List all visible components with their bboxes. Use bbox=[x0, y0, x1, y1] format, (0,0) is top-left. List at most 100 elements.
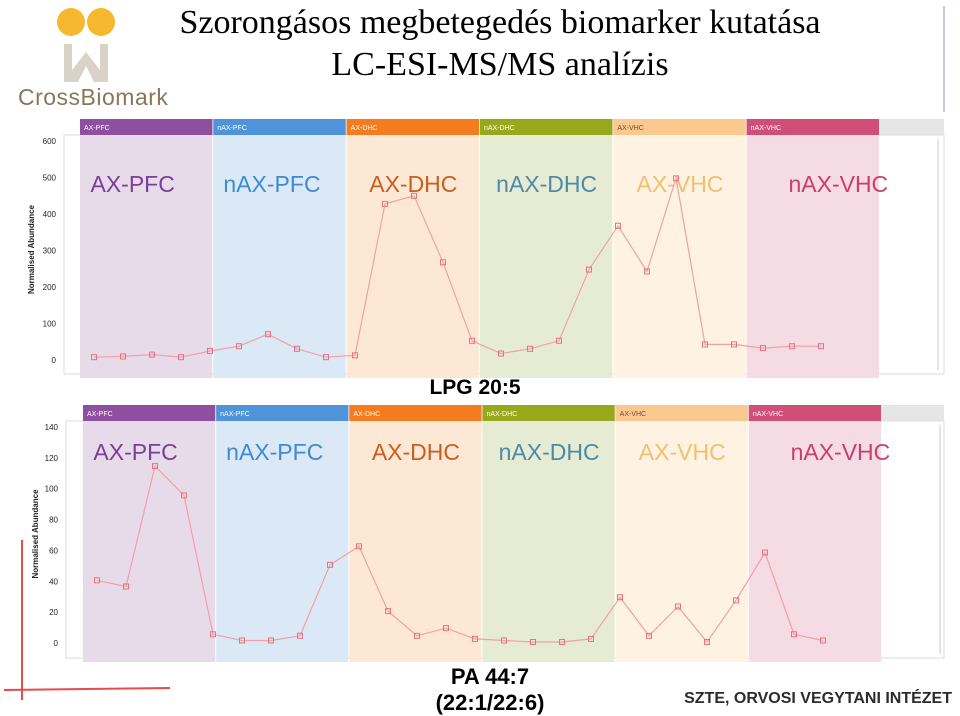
chart2-y-tick-label: 140 bbox=[45, 423, 59, 432]
title-line-2: LC-ESI-MS/MS analízis bbox=[331, 46, 669, 83]
chart2-group-header-label: AX-DHC bbox=[353, 411, 380, 418]
chart1-group-header-label: nAX-VHC bbox=[751, 125, 781, 132]
chart1-group-label: nAX-VHC bbox=[788, 171, 888, 197]
chart2-group-header-label: nAX-PFC bbox=[220, 411, 250, 418]
chart2-group-band-nax-vhc bbox=[748, 421, 881, 662]
chart1-y-axis-label: Normalised Abundance bbox=[27, 204, 36, 294]
chart1-y-tick-label: 600 bbox=[43, 137, 57, 146]
chart2-group-header-ax-pfc bbox=[83, 405, 216, 421]
chart1-group-header-ax-dhc bbox=[346, 119, 479, 135]
chart1-data-point bbox=[265, 331, 271, 338]
chart1-group-header-nax-vhc bbox=[746, 119, 879, 135]
chart2-data-point bbox=[646, 632, 652, 639]
chart2-data-point bbox=[239, 637, 245, 644]
chart2-data-point bbox=[356, 543, 362, 550]
chart2-group-header-label: AX-PFC bbox=[87, 411, 113, 418]
chart1-group-label: nAX-PFC bbox=[223, 171, 320, 197]
chart2-data-point bbox=[385, 608, 391, 615]
chart2-group-header-ax-vhc bbox=[615, 405, 748, 421]
chart2-data-point bbox=[297, 632, 303, 639]
chart1-data-point bbox=[207, 347, 213, 354]
chart1-data-point bbox=[149, 351, 155, 358]
chart2-data-point bbox=[733, 597, 739, 604]
chart1-data-point bbox=[294, 345, 300, 352]
chart1-y-tick-label: 200 bbox=[43, 283, 57, 292]
chart1-group-header-label: nAX-PFC bbox=[217, 125, 247, 132]
chart1-data-point bbox=[586, 266, 592, 273]
title-line-1: Szorongásos megbetegedés biomarker kutat… bbox=[179, 4, 821, 41]
chart2-group-band-ax-vhc bbox=[615, 421, 748, 662]
chart2-data-point bbox=[704, 639, 710, 645]
chart2-group-header-label: AX-VHC bbox=[620, 411, 646, 418]
chart2-y-tick-label: 100 bbox=[45, 485, 59, 494]
chart2-series-line bbox=[96, 464, 824, 643]
chart2-group-header-ax-dhc bbox=[349, 405, 482, 421]
chart2-group-label: nAX-PFC bbox=[226, 439, 323, 465]
chart2-data-point bbox=[559, 639, 565, 645]
chart1-group-header-label: AX-DHC bbox=[351, 125, 378, 132]
chart2-data-point bbox=[762, 549, 768, 556]
chart1-data-point bbox=[91, 354, 97, 361]
chart1-data-point bbox=[120, 353, 126, 360]
chart1-data-point bbox=[615, 222, 621, 229]
chart2-data-point bbox=[791, 631, 797, 638]
chart2-data-point bbox=[588, 635, 594, 642]
chart2-group-band-nax-dhc bbox=[482, 421, 615, 662]
chart1-y-tick-label: 300 bbox=[43, 247, 57, 256]
chart1-group-header-ax-pfc bbox=[80, 119, 213, 135]
chart2-y-tick-label: 0 bbox=[54, 639, 59, 648]
chart2-data-point bbox=[530, 639, 536, 645]
chart1-group-label: AX-DHC bbox=[369, 171, 457, 197]
chart2-data-point bbox=[181, 492, 187, 499]
chart1-data-point bbox=[382, 200, 388, 207]
chart-pa-44-7: AX-PFC AX-PFC nAX-PFC nAX-PFC AX-DHC AX-DHC nA… bbox=[31, 405, 945, 662]
chart1-y-tick-label: 500 bbox=[43, 174, 57, 183]
chart2-data-point bbox=[501, 637, 507, 644]
deco-line-bottom bbox=[3, 687, 171, 691]
chart1-group-band-ax-dhc bbox=[346, 135, 479, 378]
chart1-group-band-nax-vhc bbox=[746, 135, 879, 378]
crossbiomark-logo bbox=[57, 8, 115, 82]
chart2-group-band-ax-dhc bbox=[349, 421, 482, 662]
chart2-group-header-label: nAX-DHC bbox=[487, 411, 518, 418]
chart1-group-band-nax-dhc bbox=[480, 135, 613, 378]
chart1-group-header-label: AX-PFC bbox=[84, 125, 110, 132]
chart1-data-point bbox=[818, 343, 824, 350]
chart2-group-label: AX-VHC bbox=[639, 439, 726, 465]
chart2-data-point bbox=[123, 583, 129, 590]
chart1-data-point bbox=[352, 352, 358, 359]
chart1-data-point bbox=[411, 192, 417, 199]
chart1-data-point bbox=[760, 345, 766, 352]
chart1-data-point bbox=[527, 345, 533, 352]
chart2-data-point bbox=[472, 635, 478, 642]
chart2-group-header-nax-pfc bbox=[216, 405, 349, 421]
chart2-data-point bbox=[268, 637, 274, 644]
chart2-group-band-nax-pfc bbox=[216, 421, 349, 662]
chart-lpg-20-5: AX-PFC AX-PFC nAX-PFC nAX-PFC AX-DHC AX-DHC nA… bbox=[27, 119, 945, 378]
chart2-group-header-nax-dhc bbox=[482, 405, 615, 421]
chart1-data-point bbox=[789, 343, 795, 350]
logo-text: CrossBiomark bbox=[18, 84, 169, 110]
chart1-data-point bbox=[673, 175, 679, 182]
chart1-group-band-ax-pfc bbox=[80, 135, 213, 378]
chart2-caption-line1: PA 44:7 bbox=[450, 664, 530, 689]
chart2-group-header-label: nAX-VHC bbox=[753, 411, 783, 418]
chart1-data-point bbox=[469, 337, 475, 344]
chart2-group-label: nAX-VHC bbox=[791, 439, 891, 465]
chart2-y-tick-label: 40 bbox=[49, 577, 58, 586]
chart2-group-label: AX-DHC bbox=[372, 439, 460, 465]
chart2-data-point bbox=[617, 594, 623, 601]
chart1-data-point bbox=[556, 337, 562, 344]
chart2-data-point bbox=[820, 637, 826, 644]
chart1-group-label: AX-VHC bbox=[637, 171, 724, 197]
chart2-caption: PA 44:7 (22:1/22:6) bbox=[340, 664, 640, 716]
page-title: Szorongásos megbetegedés biomarker kutat… bbox=[140, 2, 860, 86]
chart2-group-label: nAX-DHC bbox=[499, 439, 600, 465]
chart1-group-band-nax-pfc bbox=[213, 135, 346, 378]
chart2-y-tick-label: 60 bbox=[49, 546, 58, 555]
chart1-y-tick-label: 100 bbox=[43, 320, 57, 329]
chart1-group-band-ax-vhc bbox=[613, 135, 746, 378]
chart2-y-tick-label: 120 bbox=[45, 454, 59, 463]
footer-institution: SZTE, ORVOSI VEGYTANI INTÉZET bbox=[684, 690, 952, 707]
